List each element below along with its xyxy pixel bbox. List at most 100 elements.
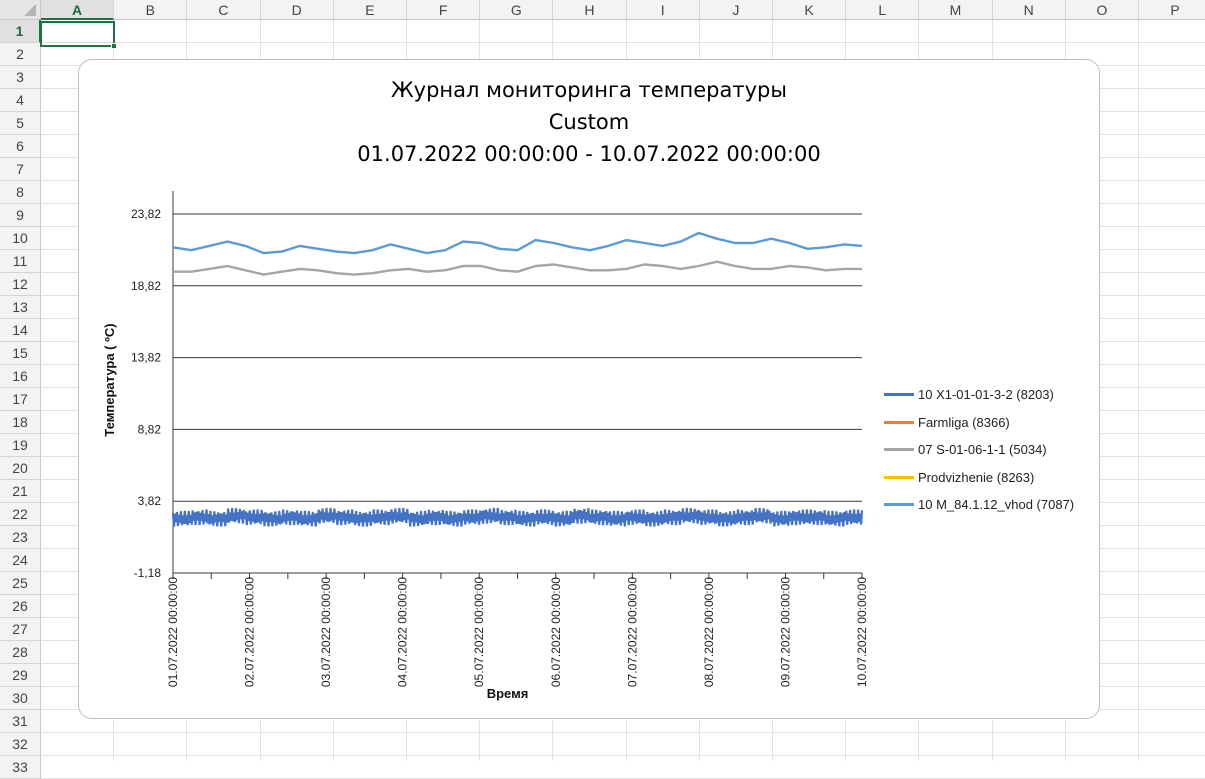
row-header-21[interactable]: 21 — [0, 480, 41, 503]
chart-object[interactable]: Журнал мониторинга температуры Custom 01… — [78, 59, 1100, 719]
y-tick-label: 8,82 — [138, 422, 162, 436]
row-header-1[interactable]: 1 — [0, 20, 41, 43]
row-header-31[interactable]: 31 — [0, 710, 41, 733]
row-header-19[interactable]: 19 — [0, 434, 41, 457]
row-header-24[interactable]: 24 — [0, 549, 41, 572]
row-header-12[interactable]: 12 — [0, 273, 41, 296]
column-header-i[interactable]: I — [626, 0, 700, 20]
legend-entry: Prodvizhenie (8263) — [884, 464, 1094, 492]
column-header-b[interactable]: B — [114, 0, 188, 20]
x-tick-label: 05.07.2022 00:00:00 — [472, 577, 486, 687]
x-tick-label: 04.07.2022 00:00:00 — [396, 577, 410, 687]
row-header-6[interactable]: 6 — [0, 135, 41, 158]
select-all-triangle-icon — [24, 4, 36, 16]
column-header-k[interactable]: K — [773, 0, 847, 20]
legend-entry: 10 X1-01-01-3-2 (8203) — [884, 381, 1094, 409]
column-header-o[interactable]: O — [1065, 0, 1139, 20]
legend-swatch — [884, 475, 914, 479]
row-header-17[interactable]: 17 — [0, 388, 41, 411]
chart-title-line-1: Журнал мониторинга температуры — [391, 78, 787, 102]
legend-label: 10 X1-01-01-3-2 (8203) — [918, 387, 1054, 403]
chart-title-line-2: Custom — [548, 110, 630, 134]
row-header-4[interactable]: 4 — [0, 89, 41, 112]
row-header-29[interactable]: 29 — [0, 664, 41, 687]
row-header-2[interactable]: 2 — [0, 43, 41, 66]
row-header-3[interactable]: 3 — [0, 66, 41, 89]
column-header-e[interactable]: E — [333, 0, 407, 20]
row-header-15[interactable]: 15 — [0, 342, 41, 365]
y-tick-label: 3,82 — [138, 494, 162, 508]
column-header-c[interactable]: C — [187, 0, 261, 20]
row-header-10[interactable]: 10 — [0, 227, 41, 250]
column-header-g[interactable]: G — [480, 0, 554, 20]
row-header-9[interactable]: 9 — [0, 204, 41, 227]
row-header-13[interactable]: 13 — [0, 296, 41, 319]
row-header-8[interactable]: 8 — [0, 181, 41, 204]
x-tick-label: 10.07.2022 00:00:00 — [855, 577, 869, 687]
select-all-corner[interactable] — [0, 0, 41, 20]
row-header-33[interactable]: 33 — [0, 756, 41, 779]
legend-entry: 10 M_84.1.12_vhod (7087) — [884, 491, 1094, 519]
series-line-0 — [171, 507, 864, 527]
row-header-23[interactable]: 23 — [0, 526, 41, 549]
y-axis-title: Температура ( ºС) — [102, 323, 117, 436]
x-tick-label: 07.07.2022 00:00:00 — [625, 577, 639, 687]
row-header-30[interactable]: 30 — [0, 687, 41, 710]
x-tick-label: 02.07.2022 00:00:00 — [243, 577, 257, 687]
legend-label: 10 M_84.1.12_vhod (7087) — [918, 497, 1075, 513]
chart-title: Журнал мониторинга температуры Custom 01… — [79, 74, 1099, 170]
legend-swatch — [884, 420, 914, 424]
y-tick-label: 18,82 — [131, 279, 161, 293]
column-header-f[interactable]: F — [407, 0, 481, 20]
fill-handle[interactable] — [111, 43, 117, 49]
row-header-32[interactable]: 32 — [0, 733, 41, 756]
column-header-h[interactable]: H — [553, 0, 627, 20]
legend-label: 07 S-01-06-1-1 (5034) — [918, 442, 1047, 458]
legend-swatch — [884, 393, 914, 397]
row-header-27[interactable]: 27 — [0, 618, 41, 641]
row-header-14[interactable]: 14 — [0, 319, 41, 342]
row-gridline — [41, 42, 1205, 43]
x-axis-title: Время — [487, 686, 529, 701]
y-tick-label: 13,82 — [131, 351, 161, 365]
active-cell-a1[interactable] — [40, 21, 115, 47]
legend-entry: Farmliga (8366) — [884, 409, 1094, 437]
y-tick-label: 23,82 — [131, 207, 161, 221]
x-tick-label: 01.07.2022 00:00:00 — [166, 577, 180, 687]
row-header-22[interactable]: 22 — [0, 503, 41, 526]
row-gridline — [41, 755, 1205, 756]
column-header-n[interactable]: N — [992, 0, 1066, 20]
row-header-5[interactable]: 5 — [0, 112, 41, 135]
chart-title-line-3: 01.07.2022 00:00:00 - 10.07.2022 00:00:0… — [357, 142, 821, 166]
row-gridline — [41, 732, 1205, 733]
x-tick-label: 06.07.2022 00:00:00 — [549, 577, 563, 687]
legend-label: Farmliga (8366) — [918, 414, 1010, 430]
x-tick-label: 03.07.2022 00:00:00 — [319, 577, 333, 687]
legend-swatch — [884, 503, 914, 507]
column-header-p[interactable]: P — [1139, 0, 1205, 20]
column-gridline — [1138, 20, 1139, 761]
x-tick-label: 09.07.2022 00:00:00 — [778, 577, 792, 687]
row-header-28[interactable]: 28 — [0, 641, 41, 664]
legend-swatch — [884, 448, 914, 452]
row-header-18[interactable]: 18 — [0, 411, 41, 434]
column-header-l[interactable]: L — [846, 0, 920, 20]
chart-plot-area: 23,82 18,82 13,82 8,82 3,82 -1,18 01.07.2022 0… — [102, 191, 869, 701]
row-header-11[interactable]: 11 — [0, 250, 41, 273]
chart-legend: 10 X1-01-01-3-2 (8203) Farmliga (8366) 07 … — [884, 381, 1094, 519]
row-header-7[interactable]: 7 — [0, 158, 41, 181]
column-header-m[interactable]: M — [919, 0, 993, 20]
y-tick-label: -1,18 — [134, 566, 162, 580]
row-header-20[interactable]: 20 — [0, 457, 41, 480]
series-line-4 — [172, 231, 863, 255]
column-header-d[interactable]: D — [260, 0, 334, 20]
x-tick-label: 08.07.2022 00:00:00 — [702, 577, 716, 687]
legend-entry: 07 S-01-06-1-1 (5034) — [884, 436, 1094, 464]
column-header-j[interactable]: J — [699, 0, 773, 20]
column-header-a[interactable]: A — [41, 0, 115, 20]
legend-label: Prodvizhenie (8263) — [918, 469, 1035, 485]
row-header-16[interactable]: 16 — [0, 365, 41, 388]
row-header-25[interactable]: 25 — [0, 572, 41, 595]
series-line-2 — [173, 260, 862, 276]
row-header-26[interactable]: 26 — [0, 595, 41, 618]
